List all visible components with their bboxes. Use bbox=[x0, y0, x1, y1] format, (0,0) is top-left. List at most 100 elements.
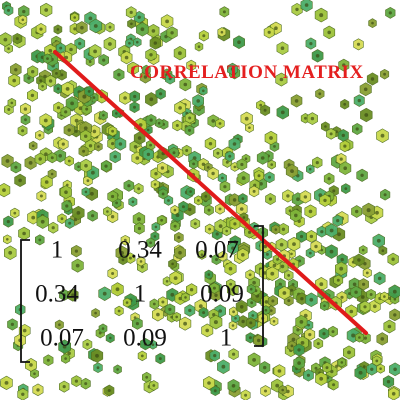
sequin-hole bbox=[149, 143, 153, 147]
sequin-hole bbox=[50, 172, 54, 176]
sequin-hole bbox=[231, 324, 235, 327]
sequin-hole bbox=[237, 40, 241, 44]
sequin-hole bbox=[286, 194, 290, 198]
sequin-hole bbox=[299, 234, 304, 239]
sequin-hole bbox=[290, 288, 294, 292]
sequin-hole bbox=[319, 282, 324, 287]
sequin-hole bbox=[172, 151, 176, 155]
sequin-hole bbox=[308, 333, 312, 337]
sequin-hole bbox=[196, 99, 200, 103]
sequin-hole bbox=[222, 10, 226, 14]
sequin-hole bbox=[207, 208, 211, 212]
sequin-hole bbox=[292, 242, 296, 247]
sequin-hole bbox=[55, 72, 58, 75]
sequin-hole bbox=[257, 174, 261, 178]
sequin-hole bbox=[157, 121, 161, 125]
sequin-hole bbox=[272, 263, 277, 268]
sequin-hole bbox=[38, 157, 42, 161]
sequin-hole bbox=[249, 321, 253, 325]
sequin-hole bbox=[158, 357, 162, 361]
sequin-hole bbox=[303, 313, 308, 318]
sequin-hole bbox=[46, 57, 49, 60]
sequin-hole bbox=[159, 92, 163, 96]
sequin-hole bbox=[213, 320, 218, 325]
sequin-hole bbox=[264, 389, 267, 393]
sequin-hole bbox=[248, 273, 252, 277]
sequin-hole bbox=[113, 155, 117, 159]
sequin-hole bbox=[31, 215, 36, 220]
sequin-hole bbox=[339, 157, 343, 161]
sequin-hole bbox=[184, 296, 187, 299]
sequin-hole bbox=[39, 194, 43, 198]
sequin-hole bbox=[121, 258, 125, 262]
sequin-hole bbox=[276, 258, 279, 261]
matrix-cell: 1 bbox=[220, 325, 233, 352]
sequin-hole bbox=[167, 199, 170, 202]
sequin-hole bbox=[287, 299, 291, 303]
sequin-hole bbox=[268, 175, 271, 179]
sequin-hole bbox=[319, 13, 324, 18]
sequin-hole bbox=[13, 211, 17, 215]
sequin-hole bbox=[123, 238, 127, 242]
sequin-hole bbox=[86, 179, 90, 183]
sequin-hole bbox=[315, 54, 320, 58]
sequin-hole bbox=[248, 126, 251, 129]
sequin-hole bbox=[365, 271, 369, 275]
sequin-hole bbox=[273, 145, 276, 148]
sequin-hole bbox=[161, 300, 165, 304]
sequin-hole bbox=[173, 208, 177, 212]
sequin-hole bbox=[233, 222, 237, 226]
sequin-hole bbox=[21, 129, 25, 133]
sequin-hole bbox=[31, 70, 35, 74]
sequin-hole bbox=[268, 197, 272, 201]
sequin-hole bbox=[88, 16, 93, 21]
sequin-hole bbox=[343, 166, 348, 170]
sequin-hole bbox=[358, 370, 363, 375]
matrix-cell: 1 bbox=[51, 237, 64, 264]
sequin-hole bbox=[248, 336, 252, 340]
sequin-hole bbox=[151, 29, 156, 33]
sequin-hole bbox=[145, 375, 149, 379]
sequin-hole bbox=[56, 87, 60, 91]
sequin-hole bbox=[97, 145, 100, 148]
sequin-hole bbox=[251, 314, 255, 317]
sequin-hole bbox=[68, 221, 72, 225]
title: CORRELATION MATRIX bbox=[130, 62, 364, 83]
sequin-hole bbox=[137, 217, 141, 222]
sequin-hole bbox=[264, 308, 268, 312]
sequin-hole bbox=[230, 67, 235, 71]
sequin-hole bbox=[28, 161, 33, 165]
sequin-hole bbox=[94, 311, 97, 315]
sequin-hole bbox=[207, 273, 211, 276]
sequin-hole bbox=[308, 209, 313, 214]
sequin-hole bbox=[340, 257, 344, 262]
sequin-hole bbox=[280, 264, 285, 269]
sequin-hole bbox=[213, 354, 217, 358]
sequin-hole bbox=[95, 353, 99, 358]
sequin-hole bbox=[170, 292, 175, 297]
sequin-hole bbox=[101, 327, 105, 330]
sequin-hole bbox=[116, 368, 119, 371]
sequin-hole bbox=[250, 301, 254, 305]
sequin-hole bbox=[152, 384, 156, 387]
sequin-hole bbox=[153, 183, 157, 186]
sequin-hole bbox=[38, 133, 42, 137]
sequin-hole bbox=[76, 211, 81, 215]
sequin-hole bbox=[62, 344, 67, 349]
sequin-hole bbox=[178, 106, 182, 110]
sequin-hole bbox=[343, 144, 347, 148]
sequin-hole bbox=[78, 42, 82, 46]
sequin-hole bbox=[393, 367, 397, 372]
sequin-hole bbox=[22, 328, 27, 333]
sequin-hole bbox=[232, 198, 237, 202]
sequin-hole bbox=[109, 336, 112, 340]
sequin-hole bbox=[279, 77, 284, 82]
sequin-hole bbox=[189, 190, 192, 193]
sequin-hole bbox=[244, 393, 248, 397]
sequin-hole bbox=[233, 165, 237, 169]
sequin-hole bbox=[366, 208, 371, 213]
matrix-cell: 0.34 bbox=[35, 281, 79, 308]
matrix-cell: 0.07 bbox=[195, 237, 239, 264]
sequin-hole bbox=[98, 331, 102, 335]
sequin-hole bbox=[352, 282, 357, 287]
